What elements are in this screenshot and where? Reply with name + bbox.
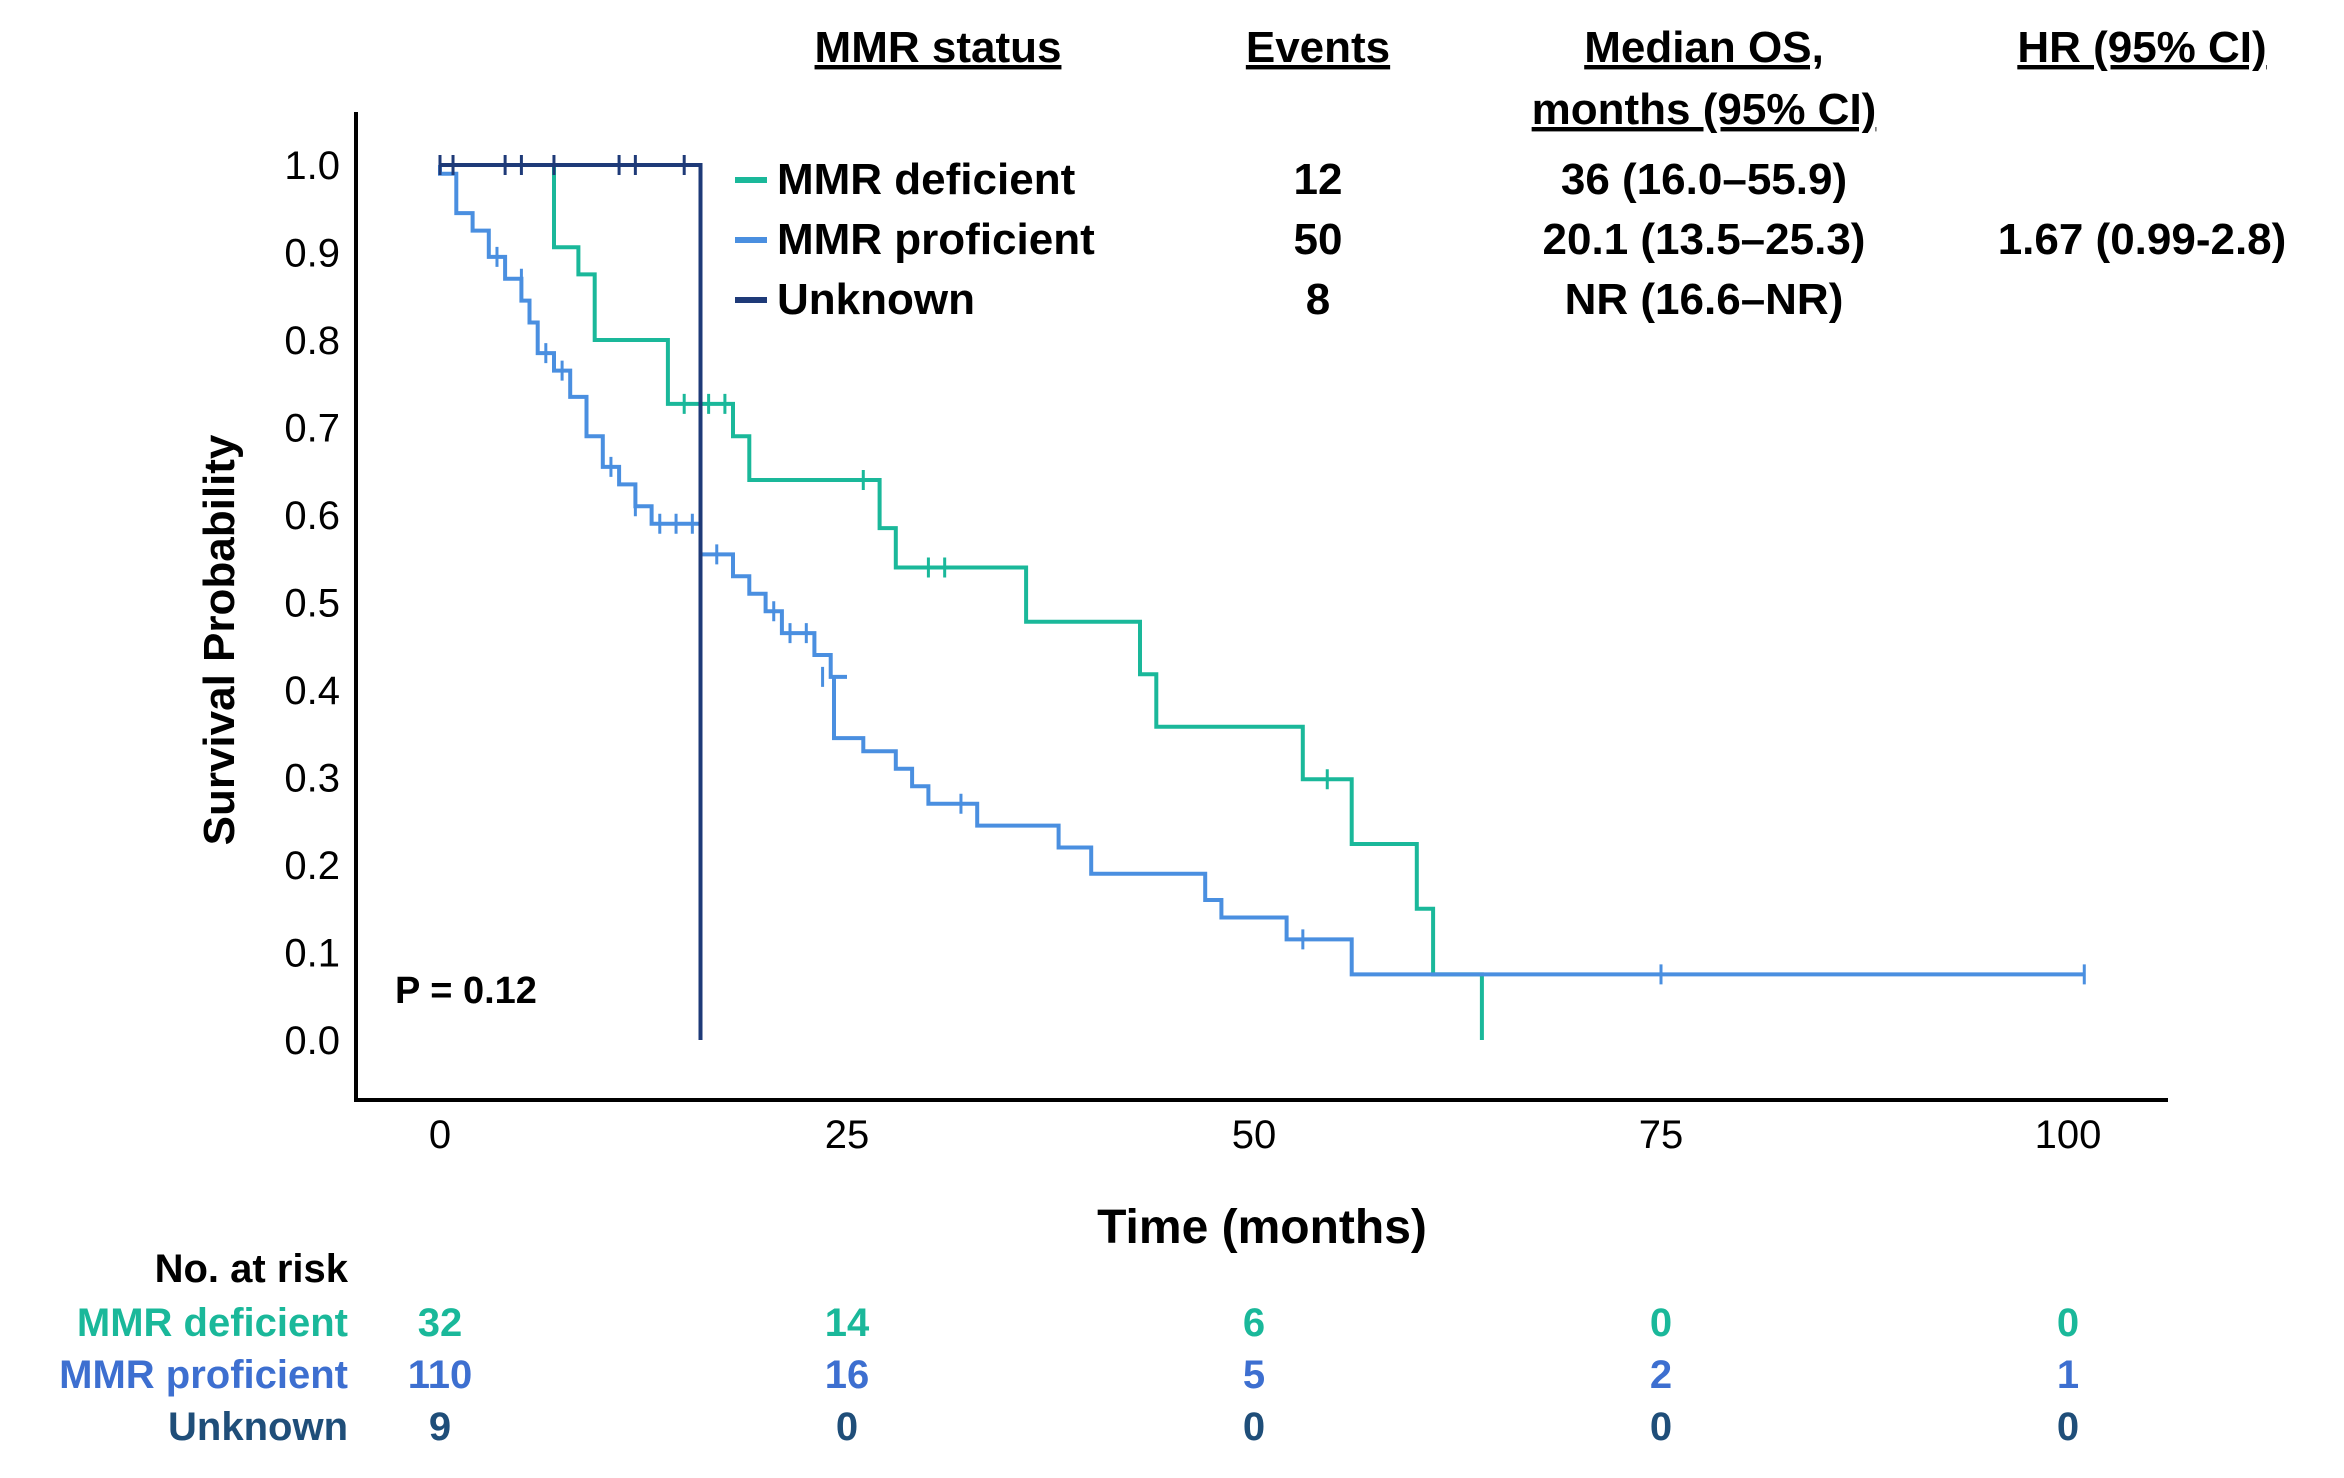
risk-row-label: MMR proficient — [59, 1353, 348, 1397]
series-mmr-deficient — [440, 163, 1484, 1040]
legend-label: MMR proficient — [777, 215, 1095, 264]
x-tick-labels: 0 25 50 75 100 — [429, 1113, 2102, 1157]
x-axis-label: Time (months) — [1097, 1201, 1427, 1254]
legend-table: MMR status Events Median OS, months (95%… — [735, 23, 2286, 324]
risk-count: 0 — [1650, 1301, 1672, 1345]
risk-count: 16 — [825, 1353, 870, 1397]
risk-count: 0 — [1243, 1405, 1265, 1449]
km-curve — [438, 165, 2085, 977]
y-tick-label: 1.0 — [284, 144, 340, 188]
risk-count: 32 — [418, 1301, 463, 1345]
x-tick-label: 75 — [1639, 1113, 1684, 1157]
legend-median: NR (16.6–NR) — [1565, 275, 1844, 324]
risk-count: 0 — [2057, 1405, 2079, 1449]
series-unknown — [438, 155, 703, 1040]
legend-events: 50 — [1294, 215, 1343, 264]
y-tick-labels: 0.0 0.1 0.2 0.3 0.4 0.5 0.6 0.7 0.8 0.9 1.0 — [284, 144, 340, 1063]
risk-count: 14 — [825, 1301, 870, 1345]
y-tick-label: 0.8 — [284, 319, 340, 363]
risk-count: 5 — [1243, 1353, 1265, 1397]
y-tick-label: 0.2 — [284, 844, 340, 888]
legend-label: MMR deficient — [777, 155, 1076, 204]
x-tick-label: 0 — [429, 1113, 451, 1157]
y-tick-label: 0.9 — [284, 232, 340, 276]
risk-count: 1 — [2057, 1353, 2079, 1397]
risk-count: 2 — [1650, 1353, 1672, 1397]
axes — [354, 112, 2168, 1102]
risk-count: 0 — [836, 1405, 858, 1449]
km-curve — [440, 163, 703, 1040]
km-curve — [440, 163, 1484, 1040]
legend-hr: 1.67 (0.99-2.8) — [1998, 215, 2287, 264]
y-tick-label: 0.1 — [284, 932, 340, 976]
legend-events: 8 — [1306, 275, 1330, 324]
legend-median: 36 (16.0–55.9) — [1561, 155, 1847, 204]
y-tick-label: 0.3 — [284, 757, 340, 801]
legend-events: 12 — [1294, 155, 1343, 204]
p-value: P = 0.12 — [395, 970, 537, 1012]
risk-row-label: Unknown — [168, 1405, 348, 1449]
x-tick-label: 25 — [825, 1113, 870, 1157]
y-tick-label: 0.5 — [284, 582, 340, 626]
series-mmr-proficient — [438, 165, 2086, 985]
header-median-os-line2: months (95% CI) — [1532, 85, 1877, 134]
legend-median: 20.1 (13.5–25.3) — [1543, 215, 1866, 264]
y-tick-label: 0.6 — [284, 494, 340, 538]
y-axis-label: Survival Probability — [195, 434, 244, 845]
header-median-os-line1: Median OS, — [1584, 23, 1824, 72]
risk-count: 0 — [1650, 1405, 1672, 1449]
y-tick-label: 0.0 — [284, 1019, 340, 1063]
risk-row-label: MMR deficient — [77, 1301, 348, 1345]
risk-count: 9 — [429, 1405, 451, 1449]
risk-table-title: No. at risk — [155, 1247, 349, 1291]
risk-rows: MMR deficient 32 14 6 0 0 MMR proficient 110 16 5… — [59, 1301, 2079, 1449]
header-mmr-status: MMR status — [815, 23, 1062, 72]
risk-count: 0 — [2057, 1301, 2079, 1345]
x-tick-label: 50 — [1232, 1113, 1277, 1157]
y-tick-label: 0.7 — [284, 407, 340, 451]
survival-curves — [438, 155, 2086, 1040]
legend-rows: MMR deficient 12 36 (16.0–55.9) MMR profici… — [735, 155, 2286, 324]
header-events: Events — [1246, 23, 1390, 72]
legend-label: Unknown — [777, 275, 975, 324]
risk-count: 6 — [1243, 1301, 1265, 1345]
x-tick-label: 100 — [2035, 1113, 2102, 1157]
header-hr: HR (95% CI) — [2017, 23, 2266, 72]
risk-table: No. at risk MMR deficient 32 14 6 0 0 MMR prof… — [59, 1247, 2079, 1449]
y-tick-label: 0.4 — [284, 669, 340, 713]
risk-count: 110 — [408, 1353, 473, 1397]
